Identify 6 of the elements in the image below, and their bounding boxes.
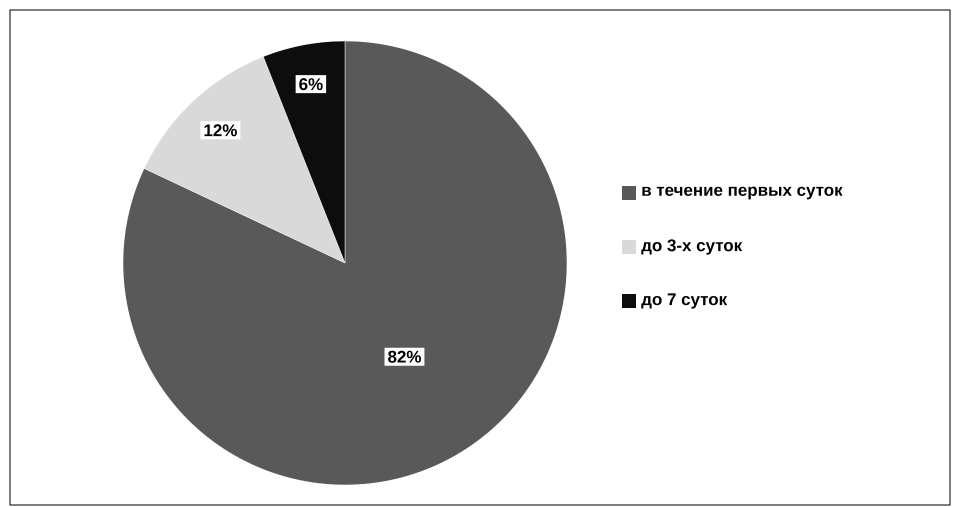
legend-label: до 3-х суток [641, 239, 742, 255]
data-label: 12% [204, 124, 237, 136]
data-label: 6% [299, 78, 323, 90]
data-label: 82% [388, 350, 421, 363]
legend-label: в течение первых суток [642, 186, 843, 200]
legend-label: до 7 суток [641, 293, 728, 309]
